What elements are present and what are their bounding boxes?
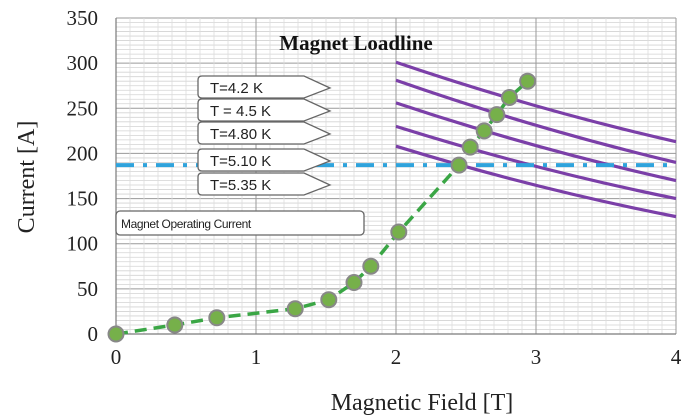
- loadline-point: [208, 309, 226, 327]
- operating-current-callout-box: [115, 210, 365, 236]
- x-axis-ticks: 0 1 2 3 4: [111, 345, 682, 369]
- temperature-callout-box: [197, 98, 332, 122]
- temperature-callout-label: T = 4.5 K: [210, 103, 271, 120]
- y-tick-label: 50: [77, 277, 98, 301]
- temperature-curve: [395, 60, 677, 144]
- temperature-callout-box: [197, 148, 332, 172]
- y-axis-ticks: 0 50 100 150 200 250 300 350: [67, 6, 99, 346]
- loadline-point: [500, 88, 518, 106]
- temperature-callout-box: [197, 75, 332, 99]
- loadline-point: [461, 138, 479, 156]
- y-tick-label: 150: [67, 187, 99, 211]
- loadline-point: [488, 106, 506, 124]
- loadline-point: [475, 122, 493, 140]
- x-tick-label: 4: [671, 345, 682, 369]
- temperature-curve: [395, 124, 677, 201]
- loadline-point: [286, 300, 304, 318]
- temperature-callout-label: T=5.10 K: [210, 153, 271, 170]
- x-tick-label: 0: [111, 345, 122, 369]
- temperature-curve: [395, 78, 677, 165]
- temperature-callout-label: T=4.80 K: [210, 126, 271, 143]
- y-tick-label: 200: [67, 141, 99, 165]
- y-tick-label: 100: [67, 232, 99, 256]
- temperature-curve: [395, 101, 677, 183]
- loadline-point: [390, 223, 408, 241]
- y-tick-label: 300: [67, 51, 99, 75]
- series-layer: [107, 60, 677, 343]
- y-tick-label: 0: [88, 322, 99, 346]
- loadline-point: [166, 316, 184, 334]
- x-tick-label: 3: [531, 345, 542, 369]
- loadline-point: [450, 156, 468, 174]
- y-tick-label: 350: [67, 6, 99, 30]
- y-tick-label: 250: [67, 96, 99, 120]
- y-axis-title: Current [A]: [14, 121, 40, 234]
- temperature-callout-box: [197, 172, 332, 196]
- callouts: T=4.2 K T = 4.5 K T=4.80 K T=5.10 K T=5.35 K…: [115, 75, 365, 236]
- loadline-point: [107, 325, 125, 343]
- x-tick-label: 1: [251, 345, 262, 369]
- loadline-point: [320, 291, 338, 309]
- loadline-point: [519, 72, 537, 90]
- loadline-point: [362, 257, 380, 275]
- x-axis-title: Magnetic Field [T]: [331, 390, 514, 416]
- chart-title: Magnet Loadline: [279, 31, 432, 55]
- loadline-point: [345, 274, 363, 292]
- temperature-curve: [395, 144, 677, 219]
- x-tick-label: 2: [391, 345, 402, 369]
- temperature-callout-box: [197, 121, 332, 145]
- temperature-callout-label: T=5.35 K: [210, 177, 271, 194]
- operating-current-callout-label: Magnet Operating Current: [121, 217, 252, 231]
- temperature-callout-label: T=4.2 K: [210, 80, 263, 97]
